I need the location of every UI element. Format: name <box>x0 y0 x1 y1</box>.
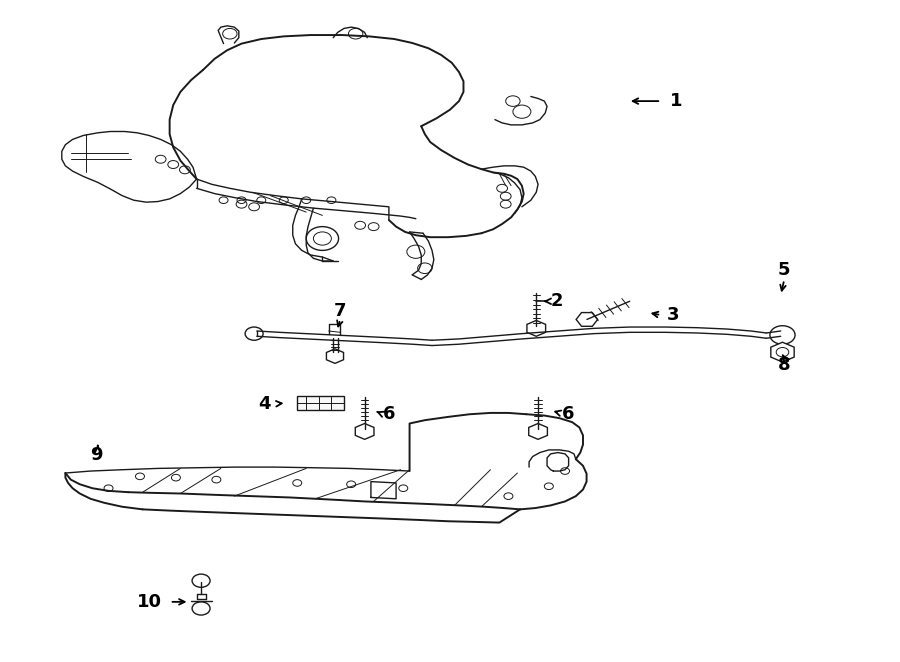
Text: 5: 5 <box>778 261 790 279</box>
Text: 4: 4 <box>257 395 270 412</box>
FancyBboxPatch shape <box>297 396 344 410</box>
Text: 6: 6 <box>562 405 575 423</box>
Text: 6: 6 <box>382 405 395 423</box>
Text: 8: 8 <box>778 356 790 374</box>
Text: 2: 2 <box>551 292 563 310</box>
Text: 7: 7 <box>334 302 346 320</box>
Text: 9: 9 <box>91 446 104 464</box>
Text: 10: 10 <box>138 593 162 611</box>
Text: 1: 1 <box>670 92 683 110</box>
Text: 3: 3 <box>667 306 680 324</box>
